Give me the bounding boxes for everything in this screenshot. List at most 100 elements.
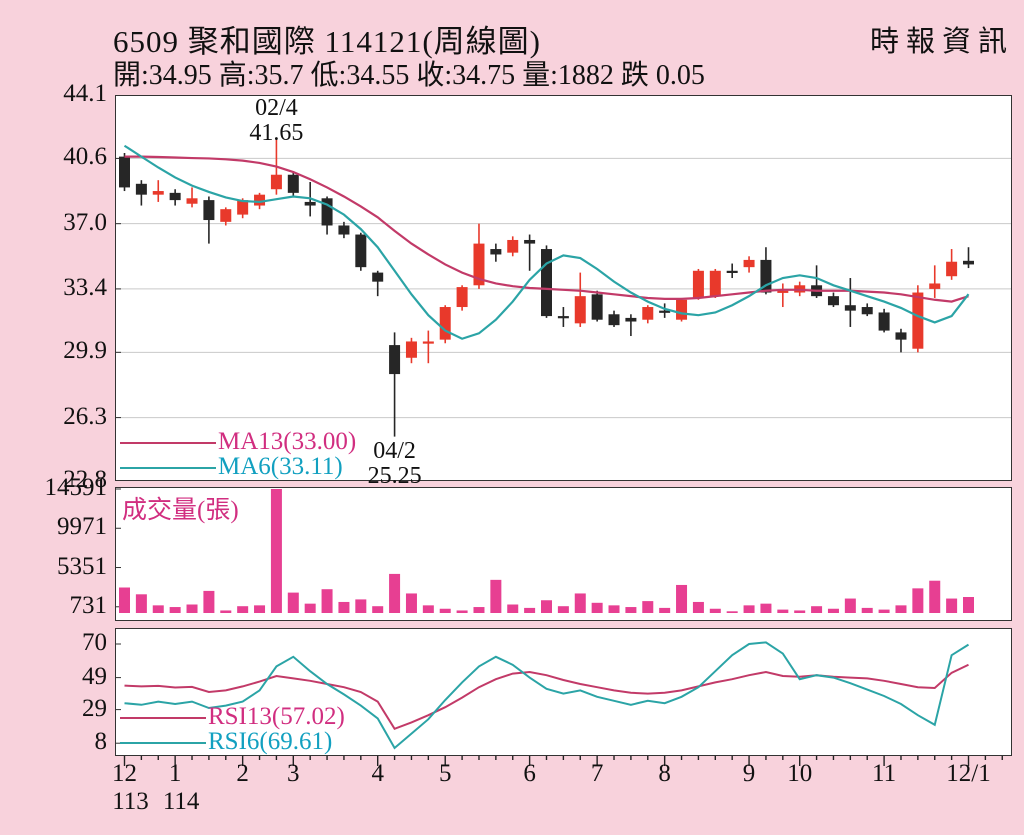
candle-body	[659, 310, 671, 313]
candle-body	[254, 194, 266, 206]
volume-bar	[929, 580, 941, 613]
rsi13-legend-label: RSI13(57.02)	[208, 703, 345, 730]
volume-bar	[692, 601, 704, 613]
candle-body	[355, 234, 367, 268]
volume-bar	[220, 610, 232, 613]
candle-body	[270, 174, 282, 190]
volume-bar	[861, 607, 873, 613]
volume-bar	[895, 605, 907, 613]
candle-body	[439, 307, 451, 340]
candle-body	[152, 191, 164, 195]
volume-bar	[254, 605, 266, 613]
candle-body	[304, 201, 316, 206]
volume-bar	[422, 605, 434, 613]
candle-body	[169, 192, 181, 201]
panel-frame	[115, 487, 1012, 621]
candle-body	[760, 259, 772, 293]
volume-title: 成交量(張)	[122, 497, 239, 524]
candle-body	[135, 183, 147, 195]
candle-body	[405, 341, 417, 358]
volume-bar	[608, 605, 620, 613]
candle-body	[422, 341, 434, 344]
rsi6-legend-label: RSI6(69.61)	[208, 728, 333, 755]
candle-body	[692, 270, 704, 298]
volume-bar	[844, 598, 856, 613]
price-axis-label: 22.8	[63, 466, 107, 493]
candle-body	[372, 272, 384, 282]
ma13-legend-label: MA13(33.00)	[218, 428, 357, 455]
candle-body	[963, 260, 974, 265]
candle-body	[473, 243, 485, 286]
candle-body	[237, 200, 249, 215]
volume-bar	[186, 604, 198, 613]
candle-body	[490, 249, 502, 255]
candle-body	[287, 174, 299, 193]
price-axis-label: 33.4	[63, 273, 107, 301]
candle-body	[321, 198, 333, 226]
price-axis-label: 26.3	[63, 402, 107, 430]
volume-axis-label: 14591	[44, 474, 108, 501]
candle-body	[456, 287, 468, 308]
volume-bar	[119, 587, 130, 613]
volume-bar	[270, 489, 282, 613]
candle-body	[338, 225, 350, 235]
candle-body	[625, 317, 637, 322]
volume-bar	[287, 592, 299, 613]
price-axis-label: 37.0	[63, 208, 107, 236]
volume-axis-label: 5351	[57, 552, 107, 580]
volume-bar	[912, 588, 924, 613]
volume-panel	[115, 487, 1012, 621]
candle-body	[524, 239, 536, 244]
volume-bar	[827, 608, 839, 613]
volume-bar	[709, 608, 721, 613]
volume-bar	[557, 606, 569, 613]
volume-bar	[169, 607, 181, 613]
panel-frame	[115, 95, 1012, 481]
volume-bar	[372, 606, 384, 613]
ma13-legend-line	[120, 442, 216, 444]
year-label: 114	[162, 788, 200, 815]
candle-body	[895, 332, 907, 340]
volume-bar	[389, 573, 401, 613]
price-axis-label: 40.6	[63, 143, 107, 171]
volume-bar	[304, 603, 316, 613]
candle-body	[929, 283, 941, 289]
volume-bar	[439, 608, 451, 613]
year-label: 113	[112, 788, 149, 815]
volume-bar	[574, 593, 586, 613]
volume-bar	[743, 605, 755, 613]
volume-bar	[456, 610, 468, 613]
ohlc-quote-line: 開:34.95 高:35.7 低:34.55 收:34.75 量:1882 跌 …	[113, 60, 705, 91]
candle-body	[608, 314, 620, 326]
candle-body	[507, 239, 519, 253]
candle-body	[743, 259, 755, 268]
rsi-axis-label: 70	[82, 629, 107, 656]
volume-bar	[625, 607, 637, 613]
candle-body	[912, 292, 924, 349]
candle-body	[591, 294, 603, 320]
volume-bar	[878, 609, 890, 613]
page-title: 6509 聚和國際 114121(周線圖)	[113, 24, 541, 59]
candle-body	[119, 156, 130, 188]
volume-bar	[777, 609, 789, 613]
volume-bar	[507, 604, 519, 613]
volume-bar	[355, 599, 367, 613]
volume-bar	[473, 607, 485, 613]
candle-body	[220, 209, 232, 222]
x-axis-ticks	[123, 756, 1003, 766]
volume-bar	[963, 597, 974, 613]
panel-frame	[115, 628, 1012, 756]
price-axis-label: 44.1	[63, 80, 107, 107]
volume-bar	[760, 603, 772, 613]
volume-bar	[659, 607, 671, 613]
rsi13-legend-line	[120, 717, 206, 719]
ma13-line	[124, 155, 969, 303]
candle-body	[726, 270, 738, 273]
volume-bar	[726, 611, 738, 613]
volume-axis-label: 9971	[57, 513, 107, 541]
price-candlestick-panel	[115, 95, 1012, 481]
volume-bar	[152, 605, 164, 613]
candle-body	[827, 296, 839, 306]
source-label: 時報資訊	[869, 26, 1014, 58]
